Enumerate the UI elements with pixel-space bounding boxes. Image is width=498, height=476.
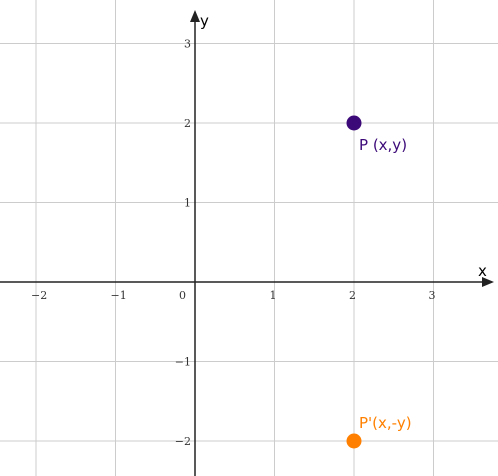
y-tick-label: 1 [184, 197, 191, 210]
origin-label: 0 [179, 289, 186, 302]
data-point-label: P (x,y) [359, 136, 407, 154]
x-tick-label: 1 [270, 289, 277, 302]
y-axis-label: y [200, 12, 209, 30]
x-tick-label: −1 [111, 289, 127, 302]
y-tick-label: −2 [175, 435, 191, 448]
data-point-label: P'(x,-y) [359, 414, 412, 432]
x-tick-label: 3 [429, 289, 436, 302]
y-tick-label: 3 [184, 38, 191, 51]
x-tick-label: 2 [349, 289, 356, 302]
y-tick-label: 2 [184, 117, 191, 130]
data-point [346, 115, 362, 131]
tick-labels: −2 −1 1 2 3 −2 −1 1 2 3 [31, 38, 436, 449]
data-points: P (x,y) P'(x,-y) [346, 115, 412, 449]
y-axis-arrowhead [190, 10, 200, 22]
axes: x y 0 [0, 10, 494, 476]
x-axis-label: x [478, 262, 487, 280]
x-axis-arrowhead [482, 277, 494, 287]
data-point [346, 433, 362, 449]
y-tick-label: −1 [175, 356, 191, 369]
x-tick-label: −2 [31, 289, 47, 302]
